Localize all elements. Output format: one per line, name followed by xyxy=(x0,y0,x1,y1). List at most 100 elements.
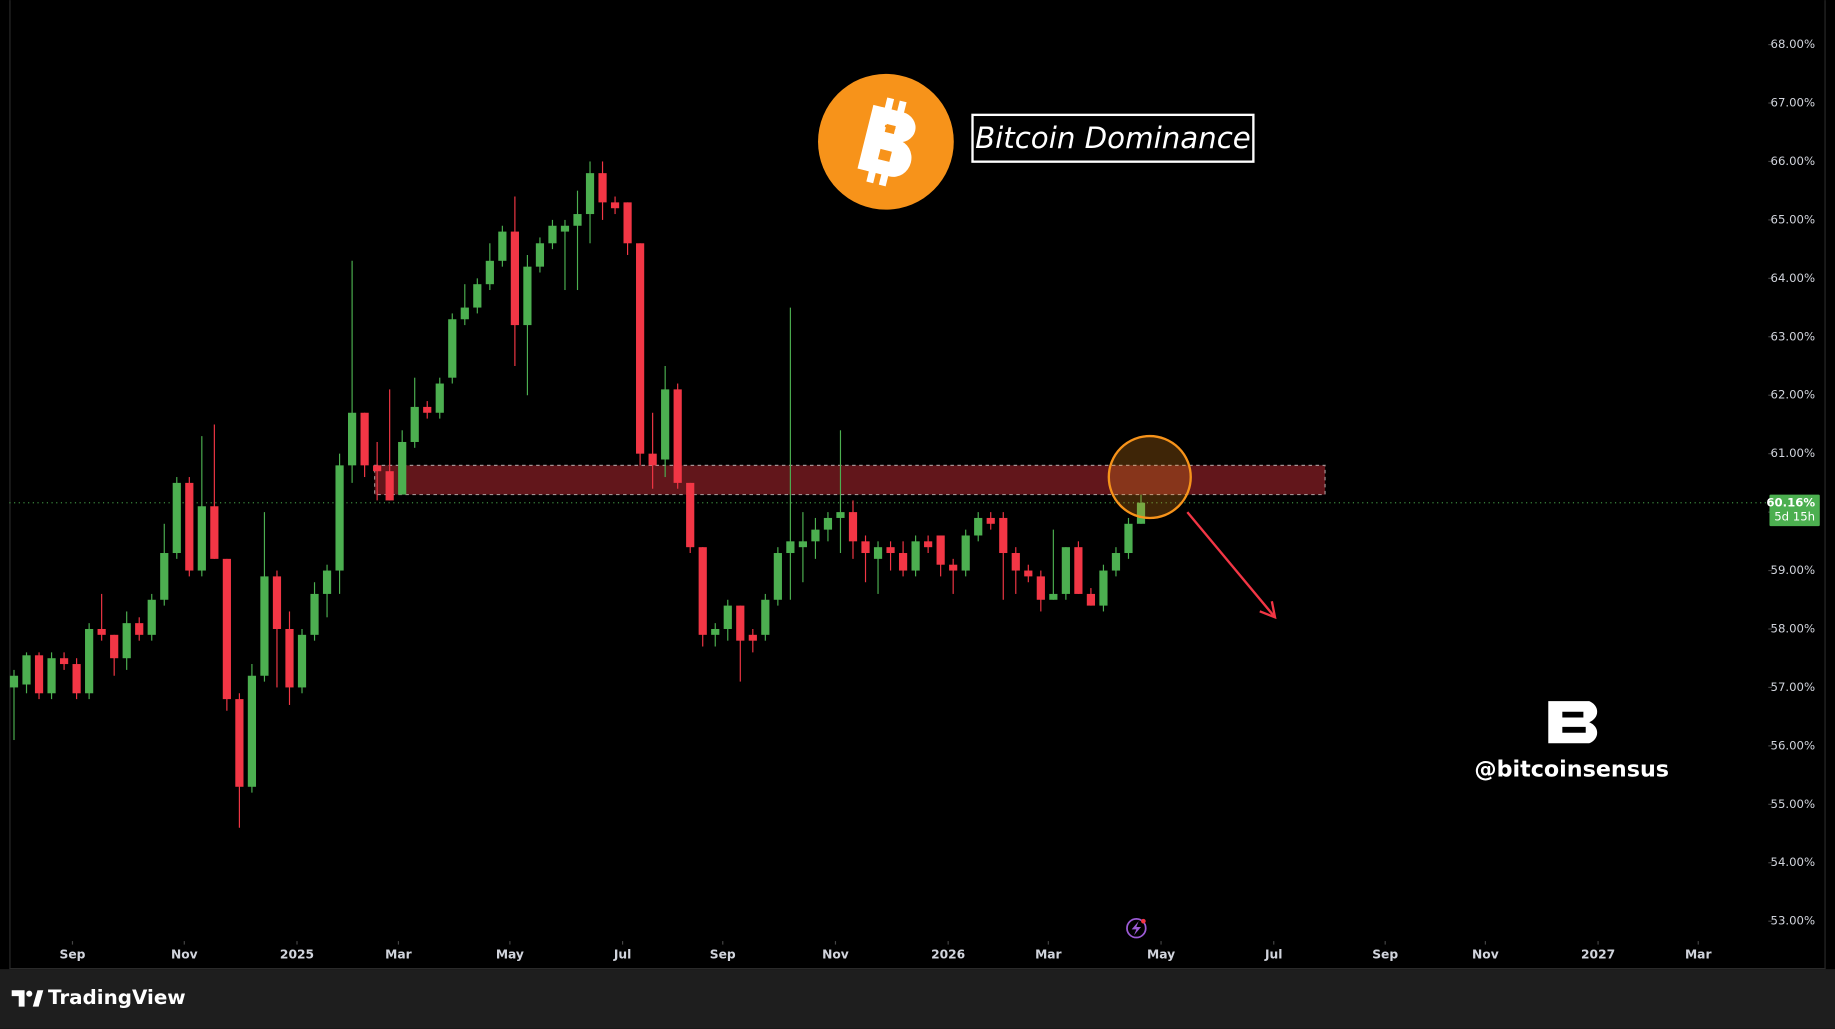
candle-body xyxy=(59,658,69,665)
candle-body xyxy=(798,541,807,548)
candle-body xyxy=(723,605,732,629)
candle-body xyxy=(1086,593,1096,606)
candle-body xyxy=(848,512,858,542)
candle-body xyxy=(460,307,469,320)
candle-body xyxy=(523,266,532,326)
watermark: @bitcoinsensus xyxy=(1474,757,1669,783)
candle-body xyxy=(247,675,257,787)
candle-body xyxy=(949,564,958,571)
candle-body xyxy=(410,406,419,442)
title-box xyxy=(971,113,1255,163)
candle-body xyxy=(1049,593,1058,600)
candle-body xyxy=(423,406,432,413)
candle-body xyxy=(485,260,494,285)
candle-body xyxy=(711,628,720,635)
candle-body xyxy=(110,634,119,659)
candle-body xyxy=(573,214,582,226)
candle-body xyxy=(385,471,394,501)
y-tick-label: 68.00% xyxy=(1771,37,1816,51)
alert-icon xyxy=(1126,917,1147,939)
candle-body xyxy=(147,599,156,635)
candle-body xyxy=(435,383,444,413)
arrow-head xyxy=(1259,601,1277,620)
candle-body xyxy=(47,658,56,694)
candle-body xyxy=(135,623,144,635)
y-tick-label: 63.00% xyxy=(1771,329,1816,343)
candle-body xyxy=(636,243,645,454)
candle-body xyxy=(272,576,282,629)
candle-body xyxy=(836,512,845,518)
candle-body xyxy=(736,605,745,641)
candle-body xyxy=(773,553,782,600)
candle-body xyxy=(448,319,457,378)
candle-body xyxy=(348,412,357,466)
candle-body xyxy=(34,655,44,694)
candle-body xyxy=(748,634,757,641)
candle-body xyxy=(310,593,319,635)
candle-body xyxy=(222,558,231,700)
y-tick-label: 57.00% xyxy=(1771,680,1816,694)
candle-body xyxy=(698,547,707,635)
candle-body xyxy=(72,664,81,694)
candle-body xyxy=(373,465,382,472)
candle-body xyxy=(648,453,657,466)
candle-body xyxy=(97,628,106,635)
brand-logo xyxy=(1548,701,1598,744)
candle-body xyxy=(1111,553,1121,571)
x-tick-label: Jul xyxy=(613,948,632,962)
candle-body xyxy=(961,535,970,571)
y-tick-label: 67.00% xyxy=(1771,96,1816,110)
candle-body xyxy=(235,699,244,787)
x-tick-label: Sep xyxy=(710,948,736,962)
candle-body xyxy=(673,389,682,483)
candle-body xyxy=(986,517,995,524)
candle-body xyxy=(686,482,695,548)
candle-body xyxy=(498,231,507,261)
price-label-box xyxy=(1769,494,1820,527)
x-tick-label: Nov xyxy=(822,948,849,962)
candle-body xyxy=(1074,547,1083,594)
y-tick-label: 66.00% xyxy=(1771,154,1816,168)
candle-body xyxy=(786,541,795,554)
candle-body xyxy=(1024,570,1033,577)
y-tick-label: 61.00% xyxy=(1771,446,1816,460)
x-tick-label: Nov xyxy=(1472,948,1499,962)
candle-body xyxy=(886,547,895,554)
candle-body xyxy=(297,634,307,688)
candle-body xyxy=(911,541,920,571)
y-tick-label: 65.00% xyxy=(1771,212,1816,226)
candle-body xyxy=(535,243,545,267)
candle-body xyxy=(1136,502,1146,524)
y-tick-label: 59.00% xyxy=(1771,563,1816,577)
candle-body xyxy=(335,465,344,571)
candle-body xyxy=(1011,553,1020,571)
footer-brand: TradingView xyxy=(48,986,186,1009)
y-tick-label: 56.00% xyxy=(1771,738,1816,752)
candle-body xyxy=(1124,523,1133,554)
resistance-zone xyxy=(374,464,1326,496)
x-tick-label: Nov xyxy=(171,948,198,962)
candle-body xyxy=(185,482,194,571)
countdown-label: 5d 15h xyxy=(1774,509,1815,523)
candle-body xyxy=(1036,576,1045,600)
candle-body xyxy=(122,623,131,659)
candle-body xyxy=(598,173,607,203)
candle-body xyxy=(260,576,269,676)
plot-area: 53.00% 54.00% 55.00% 56.00% 57.00% 58.00% 59.0… xyxy=(9,37,1820,962)
x-tick-label: May xyxy=(1147,948,1175,962)
candle-body xyxy=(510,231,519,326)
candle-body xyxy=(761,599,770,635)
candle-body xyxy=(322,570,332,594)
x-tick-label: 2025 xyxy=(280,948,314,962)
brand-icon xyxy=(11,990,44,1007)
x-tick-label: Mar xyxy=(385,948,412,962)
y-tick-label: 55.00% xyxy=(1771,797,1816,811)
candle-body xyxy=(610,202,620,209)
bitcoin-logo xyxy=(818,73,954,210)
x-tick-label: 2027 xyxy=(1581,948,1615,962)
candle-body xyxy=(924,541,933,548)
x-tick-label: Mar xyxy=(1035,948,1062,962)
candle-body xyxy=(473,284,482,308)
